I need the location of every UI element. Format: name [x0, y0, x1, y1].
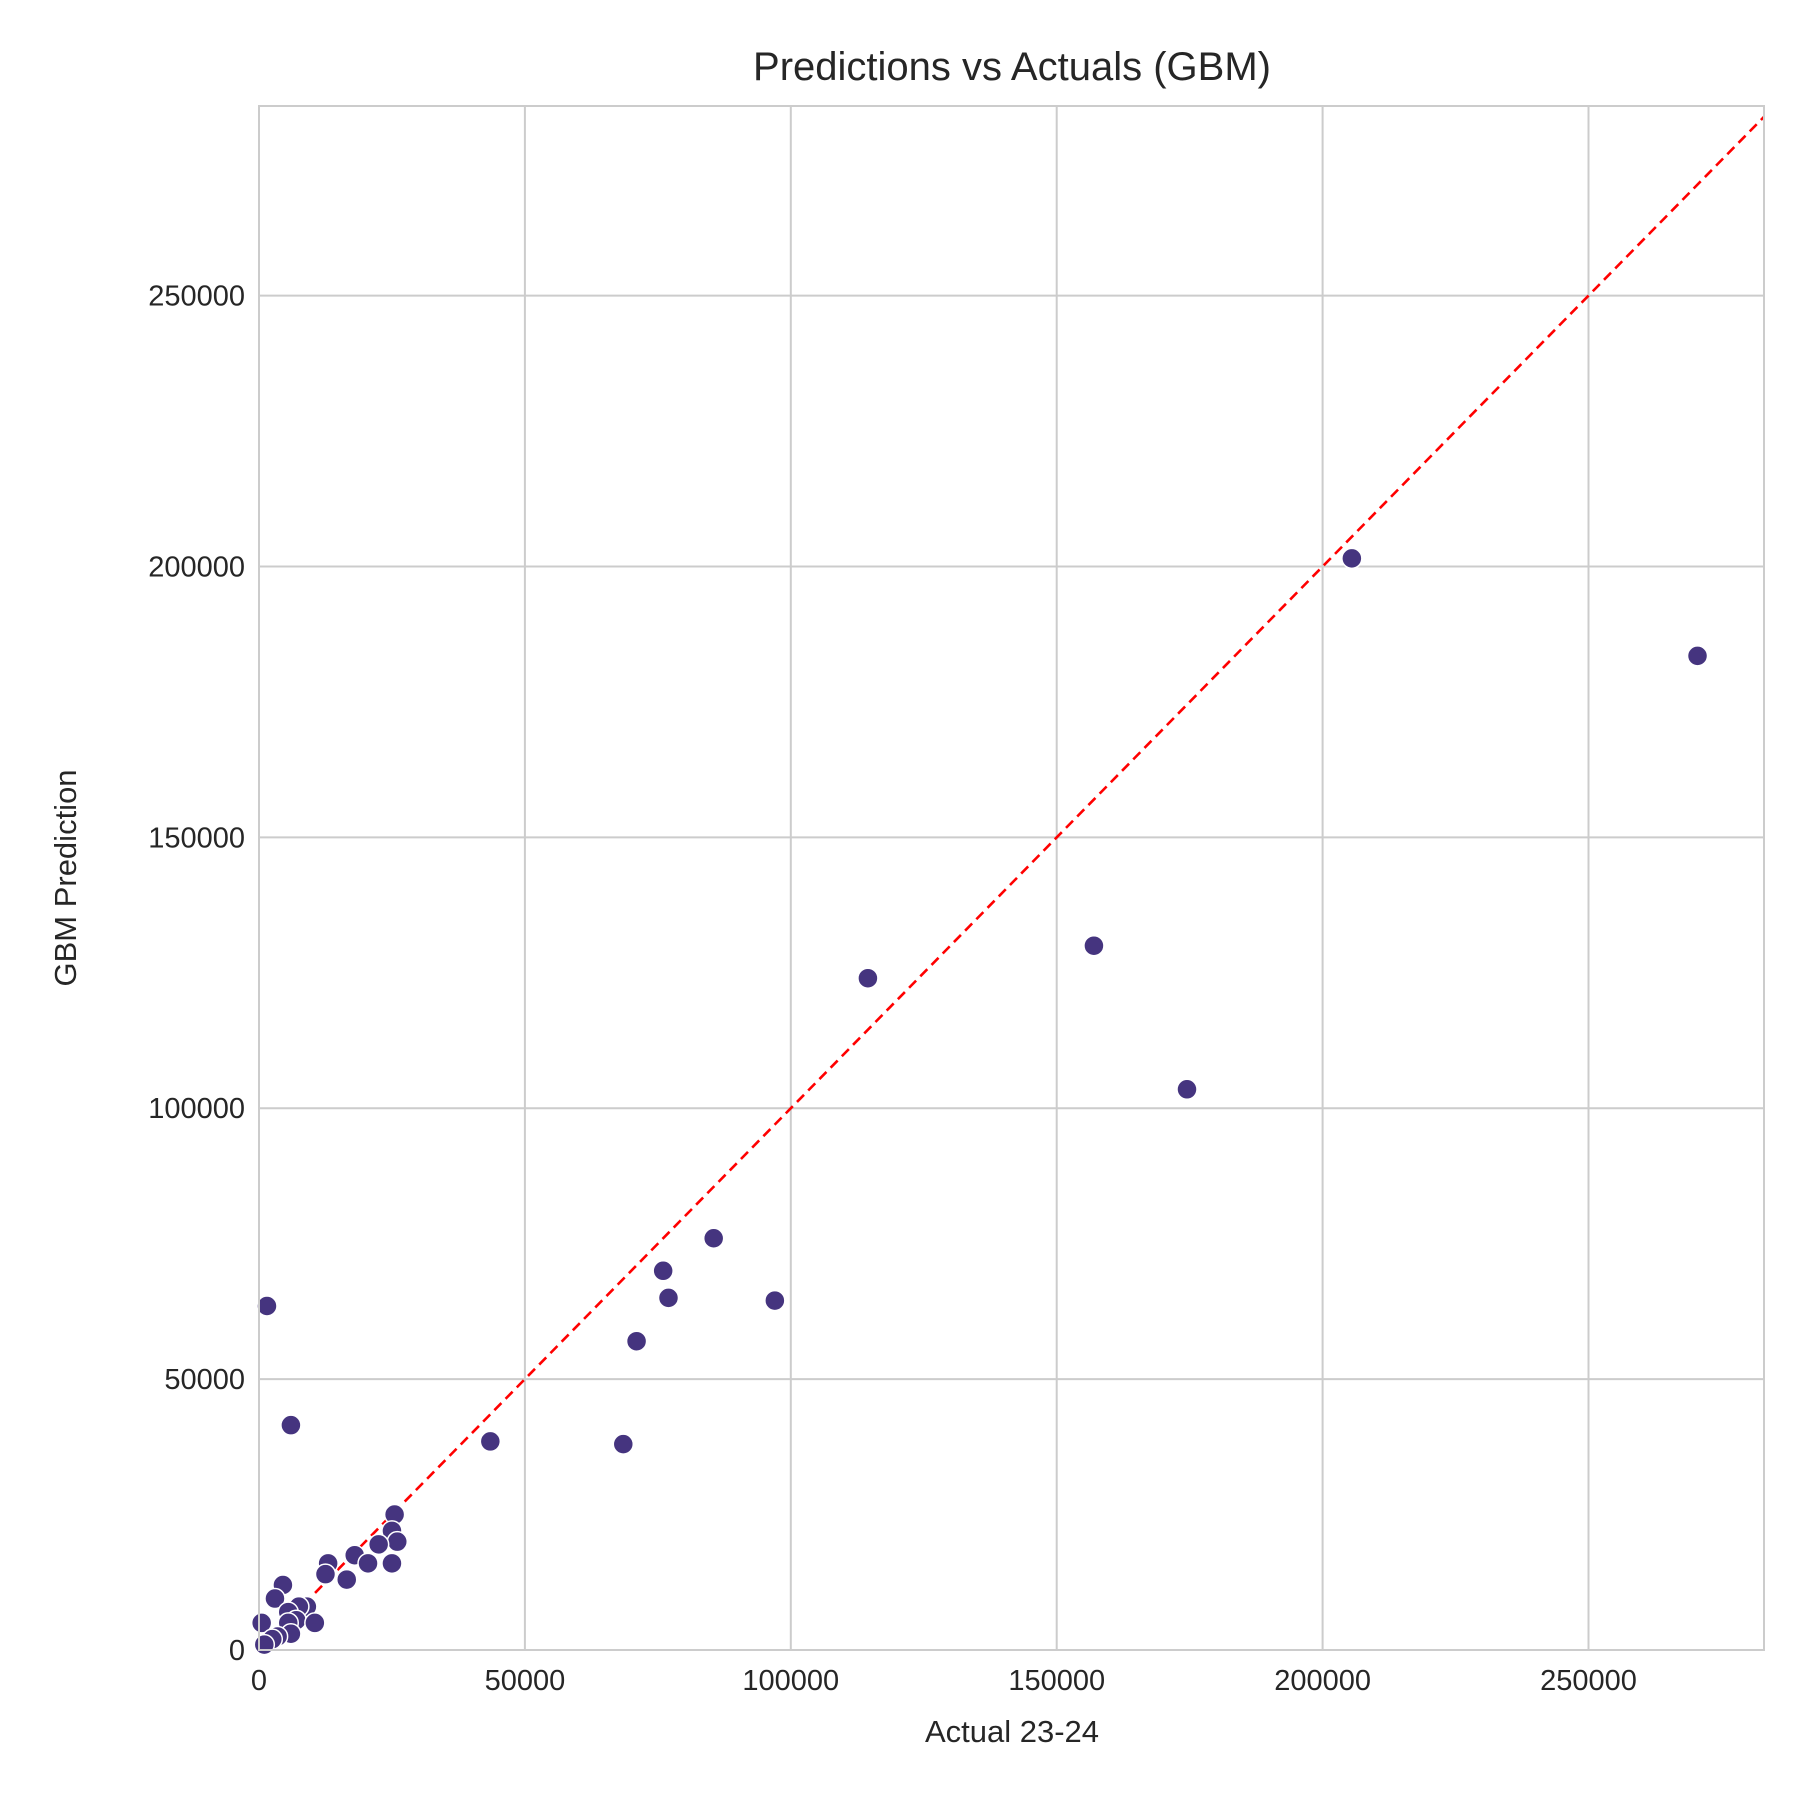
reference-line: [258, 115, 1765, 1651]
data-point: [250, 1612, 273, 1634]
x-tick-label: 0: [251, 1665, 267, 1697]
data-point: [479, 1430, 502, 1453]
x-tick-label: 250000: [1540, 1665, 1637, 1697]
y-tick-label: 100000: [148, 1093, 245, 1125]
data-point: [657, 1287, 680, 1309]
data-point: [314, 1563, 337, 1585]
data-point: [1341, 547, 1363, 570]
y-tick-label: 200000: [148, 551, 245, 583]
data-point: [625, 1330, 648, 1352]
data-point: [764, 1289, 786, 1312]
data-point: [612, 1433, 635, 1455]
x-tick-label: 50000: [485, 1665, 566, 1697]
y-axis-label: GBM Prediction: [48, 769, 83, 986]
data-point: [381, 1552, 403, 1575]
grid: [258, 106, 1764, 1651]
plot-frame: [258, 105, 1765, 1651]
y-tick-label: 250000: [148, 281, 245, 313]
data-point: [1083, 934, 1105, 957]
data-points: [250, 547, 1709, 1656]
data-point: [253, 1633, 276, 1656]
x-axis-label: Actual 23-24: [925, 1714, 1099, 1749]
chart-title: Predictions vs Actuals (GBM): [753, 45, 1271, 89]
x-tick-label: 200000: [1274, 1665, 1371, 1697]
y-tick-label: 0: [229, 1635, 245, 1667]
data-point: [280, 1414, 302, 1436]
data-point: [857, 967, 879, 989]
x-tick-labels: 0 50000 100000 150000 200000 250000: [251, 1665, 1637, 1697]
data-point: [702, 1227, 725, 1250]
data-point: [357, 1552, 379, 1575]
data-point: [335, 1568, 358, 1591]
data-point: [256, 1295, 278, 1317]
data-point: [1176, 1078, 1198, 1101]
y-tick-labels: 0 50000 100000 150000 200000 250000: [148, 281, 245, 1667]
data-point: [652, 1260, 674, 1282]
data-point: [304, 1612, 326, 1634]
reference-line-layer: [258, 115, 1765, 1651]
data-point: [1686, 645, 1709, 667]
data-point: [264, 1587, 286, 1610]
data-point: [367, 1533, 390, 1556]
y-tick-label: 150000: [148, 822, 245, 854]
x-tick-label: 100000: [742, 1665, 839, 1697]
data-point: [386, 1530, 409, 1553]
x-tick-label: 150000: [1008, 1665, 1105, 1697]
y-tick-label: 50000: [164, 1364, 245, 1396]
